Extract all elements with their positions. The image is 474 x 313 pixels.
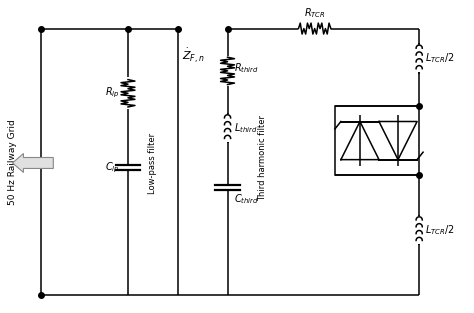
Text: $L_{TCR}/2$: $L_{TCR}/2$: [425, 52, 455, 65]
Text: Low-pass filter: Low-pass filter: [148, 132, 157, 193]
Text: $C_{third}$: $C_{third}$: [234, 192, 258, 206]
Bar: [335, 106, 419, 175]
Text: $L_{TCR}/2$: $L_{TCR}/2$: [425, 223, 455, 237]
Text: $C_{lp}$: $C_{lp}$: [105, 161, 119, 175]
Text: $\dot{Z}_{F,n}$: $\dot{Z}_{F,n}$: [182, 47, 205, 65]
Text: Third harmonic filter: Third harmonic filter: [258, 115, 267, 201]
FancyArrow shape: [12, 153, 53, 172]
Text: $R_{lp}$: $R_{lp}$: [105, 86, 119, 100]
Text: $L_{third}$: $L_{third}$: [234, 121, 257, 135]
Text: $R_{third}$: $R_{third}$: [234, 61, 258, 75]
Text: $R_{TCR}$: $R_{TCR}$: [304, 6, 326, 20]
Text: 50 Hz Railway Grid: 50 Hz Railway Grid: [8, 119, 17, 205]
